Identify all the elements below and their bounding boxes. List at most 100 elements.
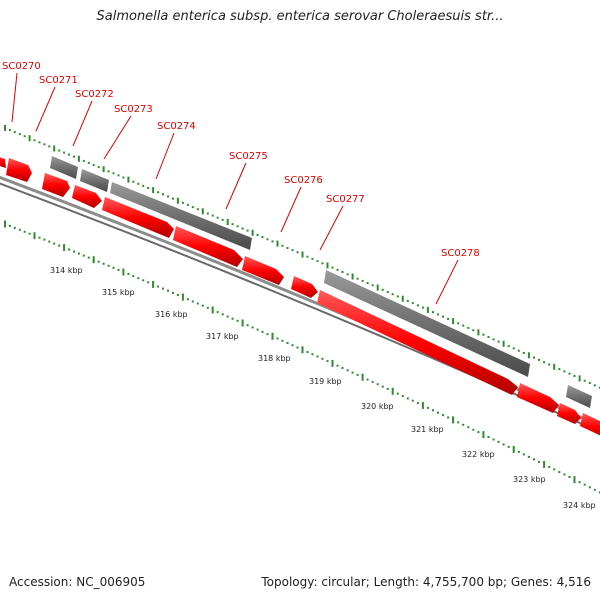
gene-block-reverse[interactable] — [110, 182, 252, 250]
tick-minor — [147, 187, 150, 189]
tick-minor — [588, 486, 591, 489]
tick-minor — [316, 260, 319, 263]
tick-minor — [507, 345, 510, 348]
tick-minor — [472, 428, 475, 431]
tick-minor — [386, 291, 389, 293]
gene-arrow-forward[interactable] — [317, 290, 518, 395]
gene-arrow-forward[interactable] — [291, 276, 318, 298]
gene-label[interactable]: SC0273 — [114, 104, 153, 115]
tick-minor — [92, 164, 95, 166]
gene-label[interactable]: SC0270 — [2, 61, 41, 72]
tick-minor — [107, 264, 110, 267]
gene-label[interactable]: SC0274 — [157, 121, 196, 132]
tick-minor — [416, 304, 419, 307]
tick-minor — [361, 279, 364, 282]
tick-minor — [216, 216, 219, 219]
gene-arrow-forward[interactable] — [173, 226, 243, 267]
kbp-label: 318 kbp — [258, 354, 291, 363]
gene-label[interactable]: SC0276 — [284, 175, 323, 186]
tick-minor — [112, 172, 115, 175]
gene-arrow-forward[interactable] — [580, 413, 600, 440]
gene-arrow-forward[interactable] — [242, 256, 284, 285]
gene-block-reverse[interactable] — [50, 156, 78, 179]
genome-title: Salmonella enterica subsp. enterica sero… — [96, 9, 504, 24]
tick-minor — [261, 236, 264, 239]
tick-minor — [366, 282, 369, 285]
tick-major — [401, 295, 404, 302]
tick-minor — [38, 236, 41, 239]
tick-minor — [432, 311, 434, 314]
gene-label[interactable]: SC0275 — [229, 151, 268, 162]
gene-label[interactable]: SC0271 — [39, 75, 78, 86]
tick-minor — [117, 174, 120, 177]
gene-block-reverse[interactable] — [566, 385, 592, 408]
tick-minor — [331, 266, 334, 269]
tick-minor — [82, 159, 85, 162]
leader-line — [280, 186, 302, 233]
tick-minor — [236, 225, 239, 228]
tick-minor — [28, 232, 31, 235]
tick-minor — [538, 460, 540, 463]
tick-minor — [296, 346, 299, 349]
tick-major — [63, 244, 66, 252]
tick-minor — [517, 349, 520, 352]
forward-strand-genes — [0, 154, 600, 440]
tick-minor — [68, 153, 70, 156]
tick-minor — [432, 409, 434, 412]
tick-minor — [186, 203, 189, 206]
tick-minor — [48, 145, 51, 148]
gene-label[interactable]: SC0277 — [326, 194, 365, 205]
tick-major — [271, 332, 274, 340]
tick-minor — [341, 271, 344, 273]
gene-arrow-forward[interactable] — [0, 154, 6, 168]
gene-block-reverse[interactable] — [324, 270, 530, 377]
tick-minor — [191, 206, 194, 209]
tick-minor — [472, 329, 475, 332]
tick-minor — [553, 468, 556, 471]
gene-arrow-forward[interactable] — [557, 403, 581, 424]
tick-minor — [286, 247, 289, 249]
tick-minor — [406, 299, 409, 302]
tick-minor — [48, 240, 51, 243]
tick-minor — [396, 295, 399, 298]
tick-minor — [23, 135, 26, 138]
tick-minor — [172, 291, 174, 294]
tick-minor — [291, 249, 294, 252]
tick-major — [452, 416, 455, 424]
tick-minor — [381, 288, 384, 291]
gene-label[interactable]: SC0272 — [75, 89, 114, 100]
kbp-tick-track — [4, 220, 600, 494]
gene-arrow-forward[interactable] — [6, 158, 32, 182]
tick-minor — [58, 149, 61, 152]
gene-arrow-forward[interactable] — [517, 383, 559, 413]
tick-minor — [176, 294, 179, 296]
tick-minor — [43, 143, 46, 146]
kbp-label: 320 kbp — [361, 402, 394, 411]
tick-minor — [487, 336, 490, 338]
tick-minor — [341, 367, 344, 369]
gene-labels: SC0270 SC0271 SC0272 SC0273 SC0274 SC027… — [2, 61, 480, 259]
gene-label[interactable]: SC0278 — [441, 248, 480, 259]
leader-line — [225, 162, 247, 210]
tick-minor — [132, 275, 135, 278]
gene-arrow-forward[interactable] — [42, 173, 70, 197]
leader-line — [155, 132, 175, 180]
gene-arrow-forward[interactable] — [72, 185, 102, 208]
tick-major — [251, 229, 254, 236]
gene-block-reverse[interactable] — [80, 169, 109, 192]
tick-minor — [321, 357, 324, 360]
tick-major — [578, 375, 581, 382]
tick-major — [301, 346, 304, 354]
tick-minor — [442, 315, 444, 318]
tick-minor — [87, 256, 90, 259]
tick-minor — [137, 182, 140, 185]
tick-minor — [63, 151, 66, 154]
gene-arrow-forward[interactable] — [102, 197, 174, 238]
tick-minor — [447, 317, 450, 320]
tick-major — [127, 176, 130, 183]
tick-major — [527, 352, 530, 359]
tick-minor — [326, 360, 329, 363]
kbp-label: 319 kbp — [309, 377, 342, 386]
